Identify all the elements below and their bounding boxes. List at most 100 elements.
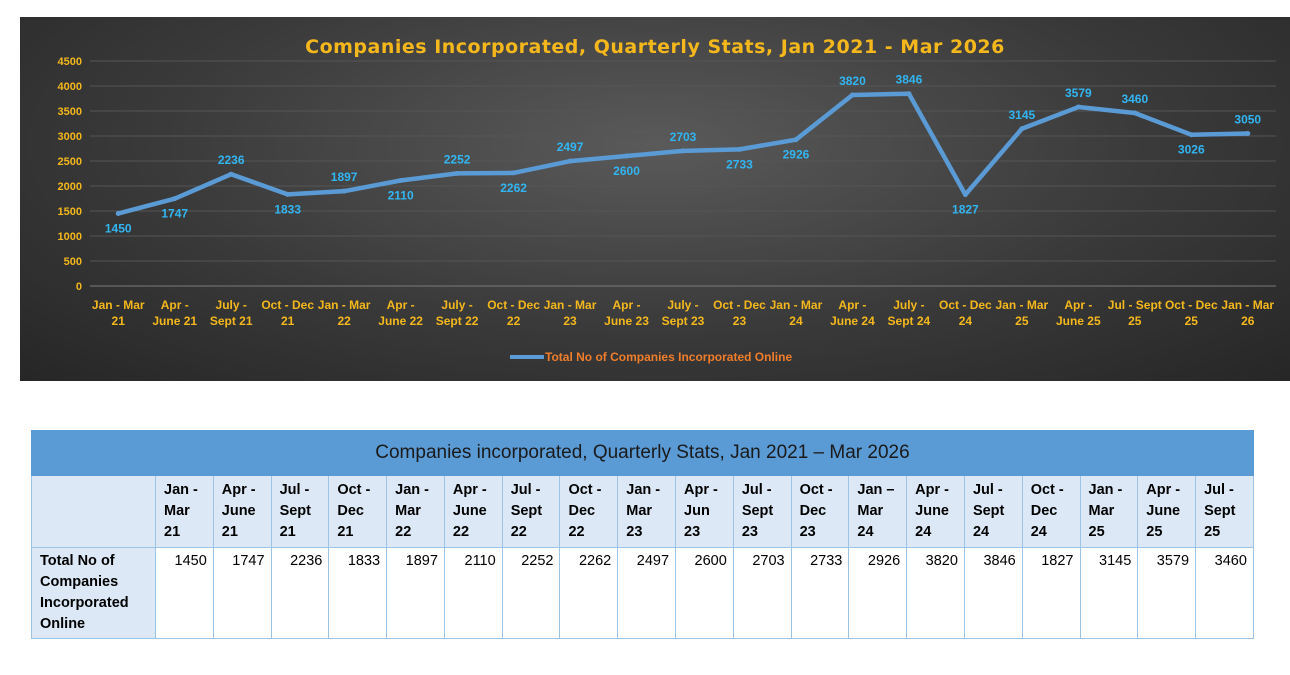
column-header: Oct - Dec 24 <box>1021 475 1081 548</box>
column-header-line: Jul - <box>741 482 772 498</box>
x-tick-line: June 21 <box>152 314 197 328</box>
table-cell: 3460 <box>1195 547 1254 639</box>
data-point <box>849 92 855 98</box>
data-label: 3846 <box>896 73 923 87</box>
table-cell: 2733 <box>790 547 850 639</box>
column-header-line: Jan - <box>164 482 198 498</box>
x-tick-label: Jan - Mar 25 <box>996 298 1049 328</box>
column-header: Jul - Sept 23 <box>732 475 792 548</box>
column-header-line: Dec <box>337 503 364 519</box>
x-tick-label: Oct - Dec 23 <box>713 298 766 328</box>
column-header-line: 23 <box>626 524 643 540</box>
data-label: 1833 <box>274 202 301 216</box>
x-tick-label: July - Sept 22 <box>436 298 479 328</box>
column-header: Jan - Mar 22 <box>386 475 445 548</box>
x-tick-label: Jan - Mar 26 <box>1221 298 1274 328</box>
table-cell: 2926 <box>848 547 908 639</box>
row-label-cell: Total No of Companies Incorporated Online <box>31 547 156 639</box>
column-header-line: Oct - <box>568 482 602 498</box>
column-header-line: Jun <box>684 503 710 519</box>
column-header-line: 22 <box>395 524 412 540</box>
x-tick-line: Apr - <box>613 298 641 312</box>
data-label: 2236 <box>218 153 245 167</box>
data-point <box>793 137 799 143</box>
x-tick-line: June 23 <box>604 314 649 328</box>
column-header-line: Jan – <box>857 482 895 498</box>
column-header-line: Mar <box>395 503 421 519</box>
column-header: Apr - June 25 <box>1137 475 1197 548</box>
column-header: Jan - Mar 25 <box>1079 475 1139 548</box>
table-cell: 1450 <box>155 547 214 639</box>
column-header: Jan - Mar 23 <box>617 475 677 548</box>
table-cell: 2262 <box>559 547 619 639</box>
column-header-line: 21 <box>164 524 181 540</box>
column-header-line: Apr - <box>915 482 949 498</box>
column-header: Oct - Dec 22 <box>559 475 619 548</box>
data-label: 2703 <box>670 130 697 144</box>
column-header-line: 23 <box>741 524 758 540</box>
column-header: Oct - Dec 23 <box>790 475 850 548</box>
data-labels: 1450 1747 2236 1833 1897 2110 2252 2262 2497 2600… <box>105 73 1262 236</box>
data-point <box>1188 132 1194 138</box>
column-header-line: Jan - <box>395 482 429 498</box>
x-tick-label: July - Sept 23 <box>662 298 705 328</box>
x-tick-label: Oct - Dec 22 <box>487 298 540 328</box>
gridlines <box>90 60 1276 287</box>
y-tick-label: 4000 <box>58 81 82 93</box>
column-header-line: Sept <box>279 503 311 519</box>
table-cell: 1833 <box>328 547 388 639</box>
data-point <box>398 178 404 183</box>
x-tick-line: July - <box>216 298 247 312</box>
row-label-line: Companies <box>40 574 119 590</box>
table-cell: 1827 <box>1021 547 1081 639</box>
data-label: 1897 <box>331 170 358 184</box>
column-header: Jul - Sept 21 <box>270 475 330 548</box>
data-label: 2262 <box>500 181 527 195</box>
column-header-line: 21 <box>221 524 238 540</box>
x-tick-line: Oct - Dec <box>713 298 766 312</box>
legend: Total No of Companies Incorporated Onlin… <box>510 350 792 364</box>
x-tick-line: Apr - <box>161 298 189 312</box>
column-header-line: Jan - <box>1088 482 1123 498</box>
column-header: Oct - Dec 21 <box>328 475 388 548</box>
data-point <box>680 148 686 154</box>
x-tick-line: Oct - Dec <box>1165 298 1218 312</box>
column-header-line: June <box>915 503 949 519</box>
column-header-line: Dec <box>799 503 827 519</box>
data-label: 3026 <box>1178 143 1205 157</box>
column-header: Jan - Mar 21 <box>155 475 214 548</box>
x-tick-line: July - <box>667 298 698 312</box>
column-header-line: 21 <box>337 524 354 540</box>
column-header-line: Apr - <box>1146 482 1181 498</box>
table-cell: 3820 <box>906 547 965 639</box>
x-tick-label: Oct - Dec 24 <box>939 298 992 328</box>
x-axis-ticks: Jan - Mar 21 Apr - June 21 July - Sept 21 Oct … <box>92 298 1275 328</box>
x-tick-line: 24 <box>959 314 973 328</box>
x-tick-line: 23 <box>733 314 747 328</box>
x-tick-line: Sept 23 <box>662 314 705 328</box>
x-tick-line: Jan - Mar <box>318 298 371 312</box>
data-point <box>906 91 912 97</box>
x-tick-line: Apr - <box>1064 298 1092 312</box>
table-cell: 3846 <box>963 547 1023 639</box>
legend-label: Total No of Companies Incorporated Onlin… <box>545 350 792 364</box>
column-header-line: Sept <box>1204 503 1236 519</box>
data-table-container: Companies incorporated, Quarterly Stats,… <box>31 430 1254 639</box>
data-label: 3145 <box>1009 108 1036 122</box>
x-tick-line: Oct - Dec <box>487 298 540 312</box>
column-header-line: Mar <box>626 503 653 519</box>
y-tick-label: 500 <box>64 256 82 268</box>
column-header: Jul - Sept 25 <box>1195 475 1254 548</box>
chart-title: Companies Incorporated, Quarterly Stats,… <box>305 36 1005 58</box>
x-tick-line: 25 <box>1185 314 1199 328</box>
column-header: Jan – Mar 24 <box>848 475 908 548</box>
data-label: 1827 <box>952 203 979 217</box>
table-cell: 2703 <box>732 547 792 639</box>
table-cell: 2110 <box>443 547 503 639</box>
x-tick-label: Jan - Mar 24 <box>770 298 823 328</box>
y-tick-label: 1500 <box>58 206 82 218</box>
x-tick-label: Apr - June 25 <box>1056 298 1101 328</box>
x-tick-line: June 22 <box>378 314 423 328</box>
x-tick-line: 25 <box>1128 314 1142 328</box>
chart-panel: Companies Incorporated, Quarterly Stats,… <box>20 17 1290 381</box>
